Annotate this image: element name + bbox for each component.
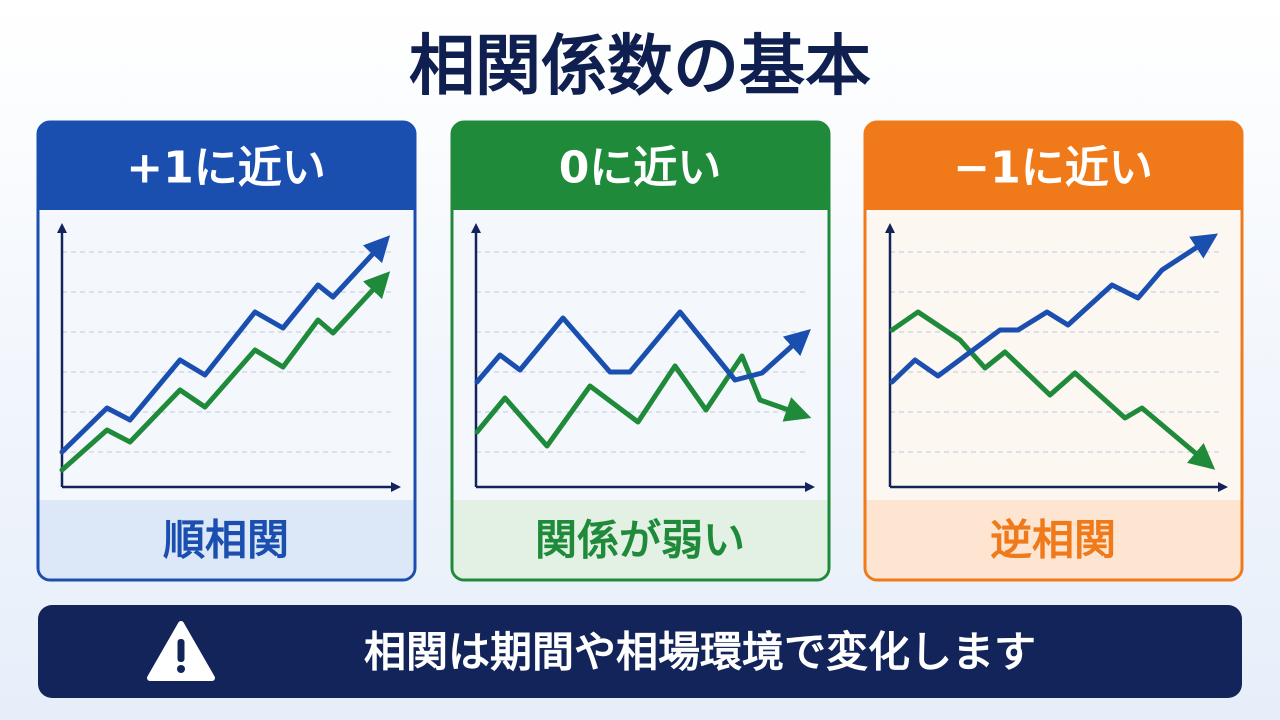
panel-header: −1に近い (953, 143, 1152, 194)
panel-footer: 逆相関 (990, 516, 1116, 565)
title: 相関係数の基本 (409, 28, 871, 105)
panel: −1に近い 逆相関 (863, 120, 1244, 582)
panel-header: 0に近い (559, 143, 722, 194)
panel: 0に近い 関係が弱い (450, 120, 831, 582)
panel-header: +1に近い (126, 143, 325, 194)
panel: +1に近い 順相関 (36, 120, 417, 582)
panel-footer: 順相関 (163, 516, 289, 565)
note-banner: 相関は期間や相場環境で変化します (38, 605, 1242, 698)
panel-footer: 関係が弱い (535, 516, 745, 565)
note-text: 相関は期間や相場環境で変化します (364, 628, 1036, 677)
